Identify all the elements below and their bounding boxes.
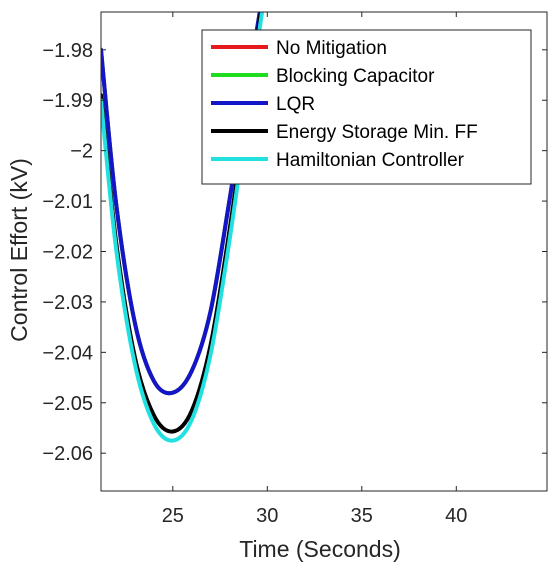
x-tick-label: 30: [256, 505, 278, 527]
y-tick-label: −2.01: [42, 191, 93, 213]
y-tick-label: −2.05: [42, 393, 93, 415]
legend-box: [201, 29, 532, 185]
legend: No Mitigation Blocking Capacitor LQR Energy…: [201, 29, 532, 185]
y-axis-label: Control Effort (kV): [6, 158, 32, 342]
y-tick-label: −1.98: [42, 40, 93, 62]
y-tick-label: −2.02: [42, 242, 93, 264]
x-axis-label: Time (Seconds): [239, 536, 400, 562]
legend-label: No Mitigation: [276, 38, 387, 59]
y-tick-label: −2.03: [42, 292, 93, 314]
legend-label: LQR: [276, 94, 315, 115]
axes-layer: 25 30 35 40 −1.98 −1.99 −2 −2.01 −2.02 −2.03 −2.04…: [42, 11, 548, 527]
legend-label: Hamiltonian Controller: [276, 150, 465, 171]
x-tick-label: 35: [351, 505, 373, 527]
legend-label: Energy Storage Min. FF: [276, 122, 478, 143]
x-tick-label: 25: [162, 505, 184, 527]
y-tick-label: −2.04: [42, 342, 93, 364]
y-tick-label: −2: [70, 141, 93, 163]
x-tick-label: 40: [445, 505, 467, 527]
legend-label: Blocking Capacitor: [276, 66, 435, 87]
y-tick-label: −2.06: [42, 443, 93, 465]
y-tick-label: −1.99: [42, 90, 93, 112]
